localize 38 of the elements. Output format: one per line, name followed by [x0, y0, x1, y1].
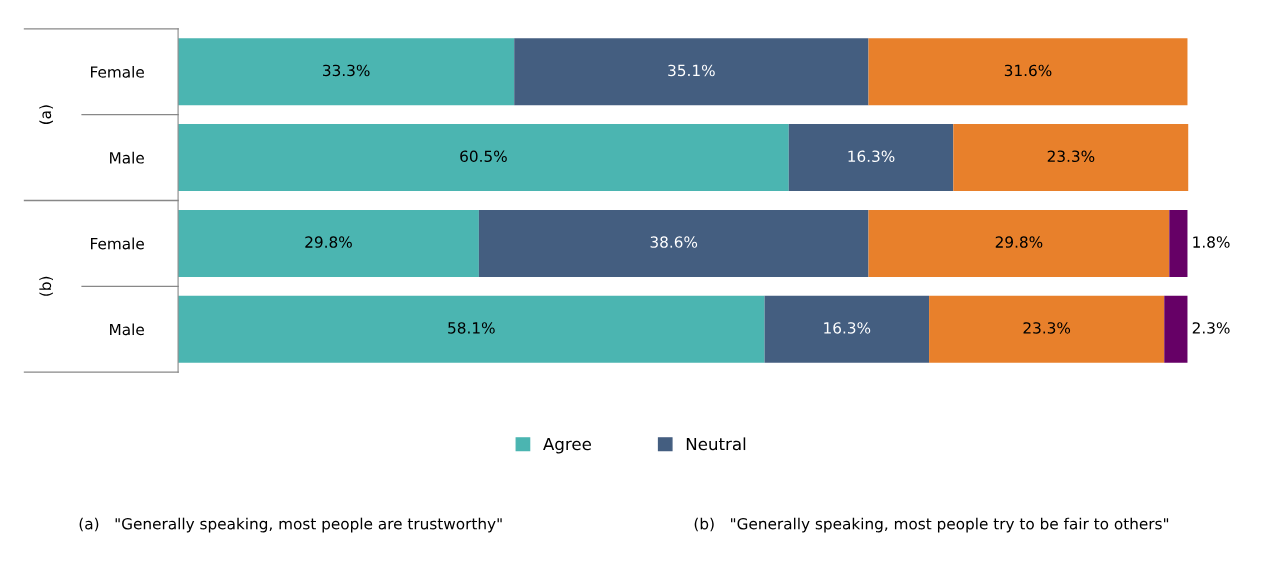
bar [1169, 209, 1188, 277]
bar [1164, 295, 1188, 363]
legend-label: Agree [543, 437, 591, 454]
data-label: 58.1% [448, 322, 495, 334]
data-label: 29.8% [305, 236, 352, 248]
bar [788, 124, 954, 192]
bar [953, 124, 1189, 192]
bar [178, 124, 789, 192]
data-label: 33.3% [323, 64, 370, 77]
data-label: 29.8% [995, 236, 1043, 248]
text: (a) [39, 105, 53, 125]
data-label: 35.1% [668, 64, 715, 77]
y-tick-label: Female [91, 65, 144, 78]
data-label: 31.6% [1004, 64, 1052, 77]
data-label: 23.3% [1023, 322, 1071, 334]
y-tick-label: Male [110, 151, 144, 164]
bar [514, 38, 869, 106]
bar [929, 295, 1165, 363]
y-tick-label: Female [91, 237, 144, 250]
text: (b) "Generally speaking, most people try to be fair to others" [694, 517, 1169, 533]
data-label: 16.3% [848, 150, 895, 163]
bar [868, 209, 1170, 277]
data-label: 2.3% [1192, 322, 1230, 334]
text: (a) "Generally speaking, most people are trustworthy" [79, 517, 502, 533]
data-label: 38.6% [650, 236, 698, 248]
text: (b) [39, 276, 53, 296]
bar [178, 38, 515, 106]
bar [178, 295, 765, 363]
data-label: 1.8% [1193, 236, 1230, 248]
bar [178, 209, 479, 277]
y-tick-label: Male [110, 323, 144, 336]
legend-label: Neutral [686, 437, 746, 451]
bar [868, 38, 1188, 106]
bar [478, 209, 869, 277]
bar [764, 295, 930, 363]
data-label: 60.5% [460, 150, 507, 163]
data-label: 23.3% [1047, 150, 1095, 163]
data-label: 16.3% [824, 322, 871, 334]
